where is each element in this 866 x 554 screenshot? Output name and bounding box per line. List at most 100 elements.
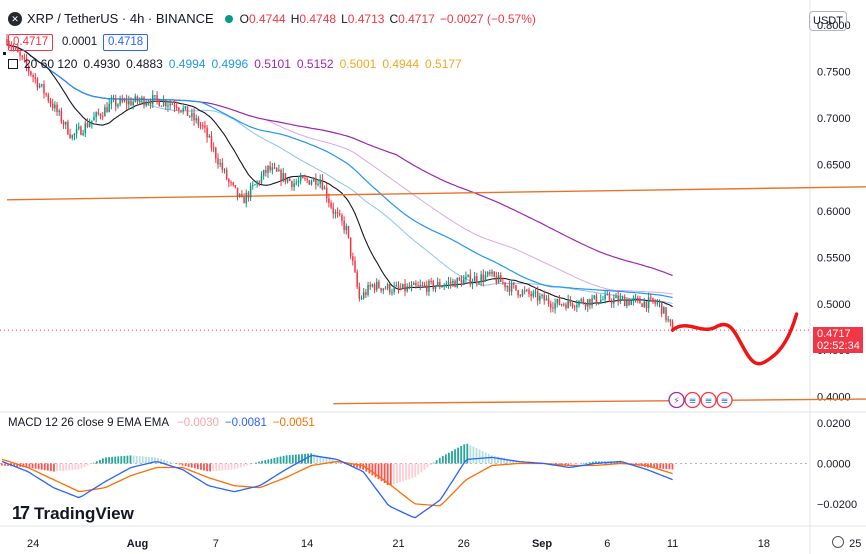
candle-body: [34, 77, 37, 79]
candle-body: [308, 180, 311, 185]
macd-hist-bar: [144, 456, 147, 464]
candle-body: [558, 298, 561, 305]
sell-button[interactable]: 0.4717: [8, 34, 54, 51]
candle-body: [254, 184, 256, 186]
candle-body: [371, 284, 374, 287]
candle-body: [462, 279, 465, 285]
candle-body: [47, 94, 50, 101]
candle-body: [341, 214, 343, 221]
candle-body: [306, 178, 308, 181]
macd-hist-bar: [438, 457, 441, 464]
candle-body: [234, 185, 237, 188]
macd-hist-bar: [405, 463, 407, 481]
macd-hist-bar: [653, 463, 655, 469]
candle-body: [141, 97, 143, 101]
macd-hist-bar: [435, 460, 438, 464]
macd-hist-bar: [53, 463, 55, 472]
candle-body: [302, 176, 304, 179]
macd-hist-bar: [181, 463, 184, 466]
candle-body: [193, 112, 195, 121]
candle-body: [626, 300, 628, 307]
macd-line-value: −0.0081: [224, 417, 267, 429]
candle-body: [275, 168, 278, 172]
candle-body: [345, 225, 348, 231]
buy-button[interactable]: 0.4718: [103, 34, 149, 51]
macd-hist-bar: [564, 463, 567, 466]
candle-body: [280, 169, 282, 181]
candle-body: [536, 291, 539, 301]
candle-body: [282, 173, 284, 181]
ma-settings-icon[interactable]: [8, 59, 18, 69]
candle-body: [125, 100, 128, 105]
macd-hist-bar: [340, 462, 343, 464]
candle-body: [171, 103, 174, 105]
candle-body: [49, 100, 52, 104]
macd-hist-bar: [196, 463, 199, 470]
macd-hist-bar: [328, 459, 331, 464]
candle-body: [602, 299, 604, 301]
candle-body: [121, 98, 124, 102]
candle-body: [473, 276, 476, 282]
tradingview-logo[interactable]: 17 TradingView: [12, 503, 134, 524]
macd-hist-bar: [524, 462, 527, 464]
macd-hist-bar: [567, 463, 570, 466]
macd-hist-bar: [595, 461, 597, 464]
ma-legend[interactable]: 20 60 120 0.4930 0.4883 0.4994 0.4996 0.5101…: [8, 57, 468, 71]
macd-hist-bar: [102, 458, 104, 464]
candle-body: [169, 103, 171, 106]
candle-body: [271, 167, 274, 171]
ma-line-thin-blue: [6, 44, 673, 304]
symbol-title[interactable]: XRP / TetherUS · 4h · BINANCE: [27, 11, 214, 26]
candle-body: [621, 297, 624, 299]
candle-body: [186, 106, 189, 116]
macd-hist-bar: [441, 456, 444, 464]
open-value: 0.4744: [248, 11, 286, 26]
candle-body: [101, 116, 104, 118]
candle-body: [452, 280, 454, 284]
price-tick-label: 0.5000: [817, 299, 851, 311]
flag-icon-circle: [700, 391, 717, 409]
candle-body: [245, 192, 248, 204]
macd-hist-bar: [166, 460, 169, 464]
macd-hist-bar: [242, 463, 245, 467]
candle-body: [38, 85, 41, 88]
macd-hist-bar: [163, 459, 166, 464]
candle-body: [426, 285, 428, 292]
candle-body: [506, 285, 509, 288]
macd-hist-bar: [200, 463, 202, 470]
candle-body: [519, 295, 522, 297]
macd-hist-bar: [270, 458, 273, 464]
macd-hist-bar: [420, 463, 423, 473]
change-value: −0.0027 (−0.57%): [439, 11, 536, 26]
macd-hist-bar: [31, 463, 34, 469]
macd-legend[interactable]: MACD 12 26 close 9 EMA EMA −0.0030 −0.00…: [8, 417, 315, 429]
candle-body: [269, 165, 271, 171]
macd-hist-bar: [120, 456, 123, 464]
candle-body: [201, 125, 204, 127]
macd-title: MACD 12 26 close 9 EMA EMA: [8, 417, 170, 429]
macd-hist-bar: [126, 455, 129, 464]
macd-hist-bar: [40, 463, 43, 470]
candle-body: [402, 283, 404, 289]
candle-body: [304, 178, 306, 180]
currency-selector[interactable]: USDT: [809, 11, 847, 31]
macd-hist-bar: [448, 452, 450, 464]
candle-body: [419, 284, 422, 286]
macd-hist-value: −0.0030: [177, 417, 219, 429]
macd-hist-bar: [212, 463, 215, 472]
candle-body: [617, 296, 619, 302]
macd-hist-bar: [573, 463, 576, 465]
trendline: [6, 186, 866, 201]
macd-hist-bar: [108, 457, 110, 464]
time-settings-icon[interactable]: [832, 536, 844, 548]
candle-body: [608, 294, 611, 301]
candle-body: [162, 100, 165, 106]
candle-body: [432, 281, 435, 290]
macd-hist-bar: [598, 461, 600, 464]
macd-hist-bar: [619, 461, 622, 464]
candle-body: [636, 297, 639, 299]
macd-hist-bar: [650, 463, 652, 468]
candle-body: [215, 147, 217, 159]
